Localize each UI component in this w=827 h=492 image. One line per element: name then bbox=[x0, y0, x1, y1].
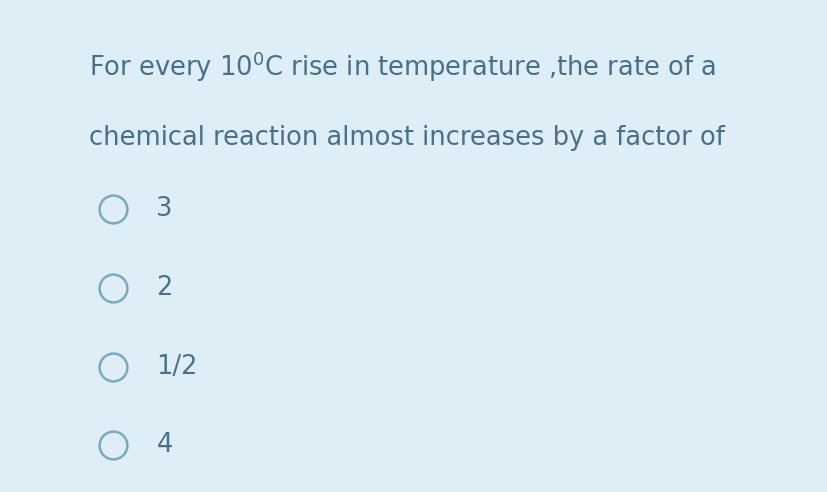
Text: 1/2: 1/2 bbox=[156, 354, 198, 379]
Text: 4: 4 bbox=[156, 432, 173, 458]
Text: 2: 2 bbox=[156, 275, 173, 301]
Text: 3: 3 bbox=[156, 196, 173, 222]
Text: For every 10$^0$C rise in temperature ,the rate of a: For every 10$^0$C rise in temperature ,t… bbox=[88, 49, 715, 84]
Text: chemical reaction almost increases by a factor of: chemical reaction almost increases by a … bbox=[88, 125, 724, 152]
